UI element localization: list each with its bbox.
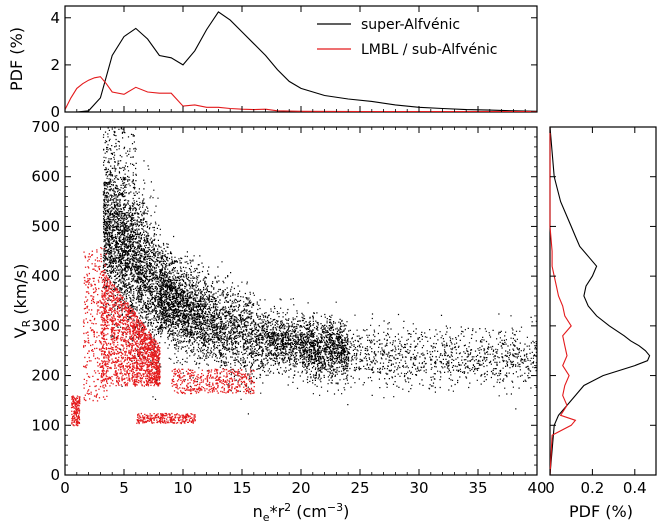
ylabel-unit: (km/s) — [11, 264, 30, 320]
ylabel-subscript: R — [20, 319, 33, 327]
top-y-tick-label: 4 — [50, 9, 60, 27]
right-axis-ticks: 0 0.2 0.4 — [545, 126, 656, 497]
legend: super-Alfvénic LMBL / sub-Alfvénic — [317, 17, 497, 58]
xlabel-close: ) — [343, 502, 349, 521]
main-y-tick-label: 0 — [50, 466, 60, 484]
right-x-tick-label: 0.4 — [623, 479, 647, 497]
top-y-axis-label: PDF (%) — [7, 27, 26, 91]
main-y-tick-label: 200 — [31, 367, 60, 385]
right-super-alfvenic-line — [549, 126, 651, 476]
main-x-tick-label: 40 — [527, 479, 546, 497]
main-y-tick-label: 100 — [31, 416, 60, 434]
super-alfvenic-points — [102, 127, 538, 415]
main-plot-frame — [64, 126, 538, 476]
ylabel-text: V — [11, 327, 30, 338]
main-x-tick-label: 35 — [468, 479, 487, 497]
legend-sub-label: LMBL / sub-Alfvénic — [361, 42, 497, 58]
main-y-tick-label: 400 — [31, 267, 60, 285]
xlabel-subscript: e — [263, 511, 270, 524]
xlabel-text: n — [253, 502, 263, 521]
xlabel-mid: *r — [270, 502, 285, 521]
sub-alfvenic-scatter — [70, 247, 256, 427]
xlabel-unit: (cm — [291, 502, 327, 521]
main-x-tick-label: 5 — [119, 479, 129, 497]
main-x-tick-label: 30 — [409, 479, 428, 497]
top-y-tick-label: 0 — [50, 103, 60, 121]
main-x-tick-label: 10 — [173, 479, 192, 497]
main-y-axis-label: VR (km/s) — [11, 264, 33, 339]
top-axis-ticks: 0 2 4 — [50, 6, 538, 121]
main-x-tick-label: 0 — [60, 479, 70, 497]
top-plot-frame — [64, 5, 538, 113]
top-pdf-panel: 0 2 4 PDF (%) super-Alfvénic LMBL / sub-Al… — [7, 5, 538, 121]
main-x-tick-label: 20 — [291, 479, 310, 497]
main-y-tick-label: 600 — [31, 168, 60, 186]
right-sub-alfvenic-line — [549, 127, 577, 476]
right-pdf-panel: 0 0.2 0.4 PDF (%) — [545, 126, 657, 521]
sub-alfvenic-points — [70, 247, 256, 427]
xlabel-superscript: 2 — [284, 501, 291, 514]
main-y-tick-label: 500 — [31, 217, 60, 235]
right-x-tick-label: 0.2 — [580, 479, 604, 497]
top-y-tick-label: 2 — [50, 56, 60, 74]
xlabel-unit-superscript: −3 — [327, 501, 343, 514]
right-x-tick-label: 0 — [545, 479, 555, 497]
main-x-axis-label: ne*r2 (cm−3) — [253, 501, 350, 524]
main-x-tick-label: 15 — [232, 479, 251, 497]
top-super-alfvenic-line — [65, 11, 538, 113]
main-y-tick-label: 300 — [31, 317, 60, 335]
legend-super-label: super-Alfvénic — [361, 17, 460, 33]
main-x-tick-label: 25 — [350, 479, 369, 497]
right-plot-frame — [549, 126, 657, 476]
super-alfvenic-scatter — [102, 127, 538, 415]
right-x-axis-label: PDF (%) — [569, 502, 633, 521]
main-y-tick-label: 700 — [31, 118, 60, 136]
